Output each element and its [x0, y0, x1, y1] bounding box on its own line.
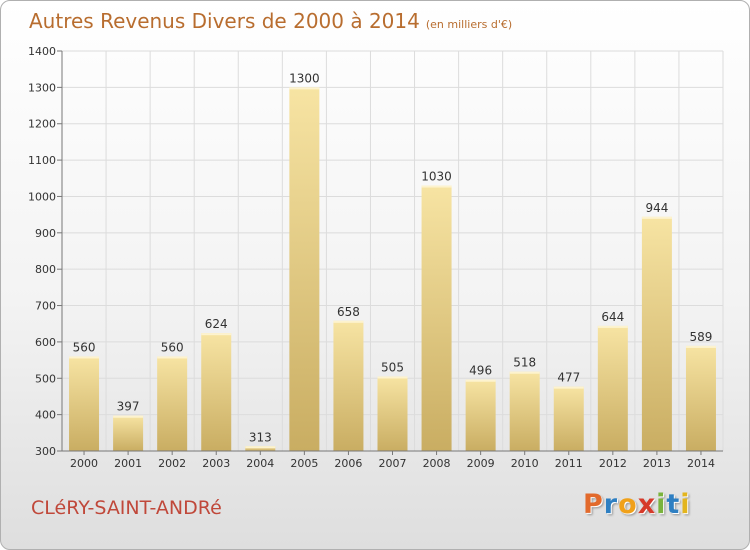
x-tick-label: 2013 [643, 457, 671, 470]
axes: 300 400 500 600 700 800 900 1000 1100 1200 1300 140… [28, 45, 723, 470]
data-label: 624 [205, 317, 228, 331]
y-tick-label: 1200 [28, 118, 56, 131]
bar [201, 333, 232, 451]
x-tick-label: 2010 [511, 457, 539, 470]
logo-letter: i [656, 489, 667, 520]
bar [553, 386, 584, 451]
bar-highlight [597, 325, 628, 328]
bar [509, 371, 540, 451]
bar-highlight [509, 371, 540, 374]
bar-highlight [377, 376, 408, 379]
bar-highlight [333, 320, 364, 323]
data-label: 505 [381, 360, 404, 374]
y-tick-label: 600 [35, 336, 56, 349]
logo-letter: t [666, 489, 681, 520]
bar-highlight [245, 446, 276, 449]
bar-highlight [685, 345, 716, 348]
proxiti-logo: Proxiti [583, 489, 691, 520]
y-tick-label: 1300 [28, 81, 56, 94]
data-label: 644 [601, 310, 624, 324]
bar [333, 320, 364, 451]
logo-letter: P [583, 489, 604, 520]
y-tick-label: 1400 [28, 45, 56, 58]
data-label: 1030 [421, 170, 452, 184]
bar [421, 185, 452, 451]
x-tick-label: 2007 [379, 457, 407, 470]
data-label: 496 [469, 364, 492, 378]
bar-highlight [641, 216, 672, 219]
chart-title: Autres Revenus Divers de 2000 à 2014 (en … [29, 9, 512, 33]
data-label: 658 [337, 305, 360, 319]
y-tick-label: 1000 [28, 190, 56, 203]
bar-highlight [289, 87, 320, 90]
y-tick-label: 400 [35, 409, 56, 422]
bar [377, 376, 408, 451]
y-tick-label: 500 [35, 372, 56, 385]
chart-title-text: Autres Revenus Divers de 2000 à 2014 [29, 9, 420, 33]
bar-highlight [113, 415, 144, 418]
x-tick-label: 2012 [599, 457, 627, 470]
x-tick-label: 2002 [158, 457, 186, 470]
x-tick-label: 2001 [114, 457, 142, 470]
data-label: 1300 [289, 71, 320, 85]
logo-letter: o [618, 489, 638, 520]
bars: 560 397 560 624 313 1300 658 505 1030 496 518 477 64… [69, 71, 716, 451]
y-tick-label: 700 [35, 300, 56, 313]
bar [69, 356, 100, 451]
y-tick-label: 800 [35, 263, 56, 276]
data-label: 944 [645, 201, 668, 215]
x-tick-label: 2008 [423, 457, 451, 470]
x-tick-label: 2011 [555, 457, 583, 470]
data-label: 560 [73, 340, 96, 354]
logo-letter: r [603, 489, 619, 520]
bar [597, 325, 628, 451]
bar-highlight [69, 356, 100, 359]
bar-highlight [157, 356, 188, 359]
bar [641, 216, 672, 451]
x-tick-label: 2014 [687, 457, 715, 470]
unit-note: (en milliers d'€) [425, 18, 513, 31]
x-tick-label: 2004 [246, 457, 274, 470]
bar-highlight [201, 333, 232, 336]
bar [685, 345, 716, 451]
data-label: 589 [690, 330, 713, 344]
data-label: 397 [117, 400, 140, 414]
y-tick-label: 900 [35, 227, 56, 240]
x-tick-label: 2000 [70, 457, 98, 470]
logo-letter: x [637, 489, 657, 520]
bar-highlight [465, 379, 496, 382]
x-tick-label: 2009 [467, 457, 495, 470]
x-tick-label: 2003 [202, 457, 230, 470]
bar [157, 356, 188, 451]
bar-highlight [553, 386, 584, 389]
bar [465, 379, 496, 451]
y-tick-label: 1100 [28, 154, 56, 167]
data-label: 518 [513, 356, 536, 370]
data-label: 477 [557, 371, 580, 385]
data-label: 313 [249, 430, 272, 444]
bar [113, 415, 144, 451]
data-label: 560 [161, 340, 184, 354]
bar [289, 87, 320, 451]
bar-highlight [421, 185, 452, 188]
y-tick-label: 300 [35, 445, 56, 458]
place-name: CLéRY-SAINT-ANDRé [31, 497, 222, 519]
bar [245, 446, 276, 451]
logo-letter: i [680, 489, 691, 520]
x-tick-label: 2006 [334, 457, 362, 470]
x-tick-label: 2005 [290, 457, 318, 470]
